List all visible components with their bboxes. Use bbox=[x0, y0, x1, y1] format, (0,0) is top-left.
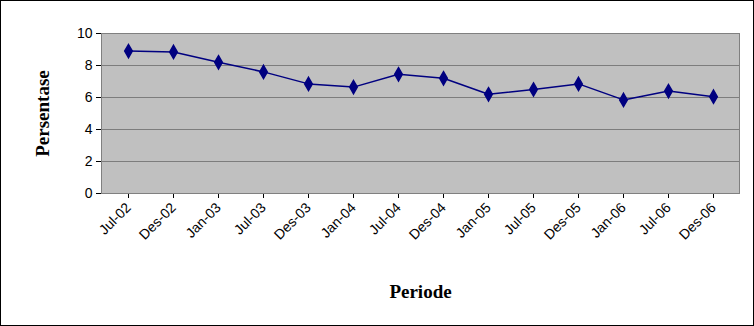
svg-text:Jan-05: Jan-05 bbox=[452, 199, 494, 241]
svg-text:Jul-02: Jul-02 bbox=[96, 199, 134, 237]
svg-text:4: 4 bbox=[85, 121, 93, 137]
svg-text:Jul-05: Jul-05 bbox=[501, 199, 539, 237]
svg-text:Des-06: Des-06 bbox=[676, 199, 719, 242]
svg-text:Jul-03: Jul-03 bbox=[231, 199, 269, 237]
svg-text:Jan-04: Jan-04 bbox=[317, 199, 359, 241]
svg-text:Jul-06: Jul-06 bbox=[636, 199, 674, 237]
svg-text:10: 10 bbox=[77, 25, 93, 41]
svg-text:Des-02: Des-02 bbox=[136, 199, 179, 242]
svg-text:Jan-03: Jan-03 bbox=[182, 199, 224, 241]
svg-text:8: 8 bbox=[85, 57, 93, 73]
svg-text:Periode: Periode bbox=[389, 281, 451, 302]
svg-text:Jan-06: Jan-06 bbox=[587, 199, 629, 241]
svg-text:Des-04: Des-04 bbox=[406, 199, 449, 242]
svg-text:Persentase: Persentase bbox=[32, 70, 53, 157]
svg-text:Des-05: Des-05 bbox=[541, 199, 584, 242]
svg-text:Des-03: Des-03 bbox=[271, 199, 314, 242]
svg-text:6: 6 bbox=[85, 89, 93, 105]
svg-text:0: 0 bbox=[85, 185, 93, 201]
svg-text:2: 2 bbox=[85, 153, 93, 169]
svg-text:Jul-04: Jul-04 bbox=[366, 199, 404, 237]
